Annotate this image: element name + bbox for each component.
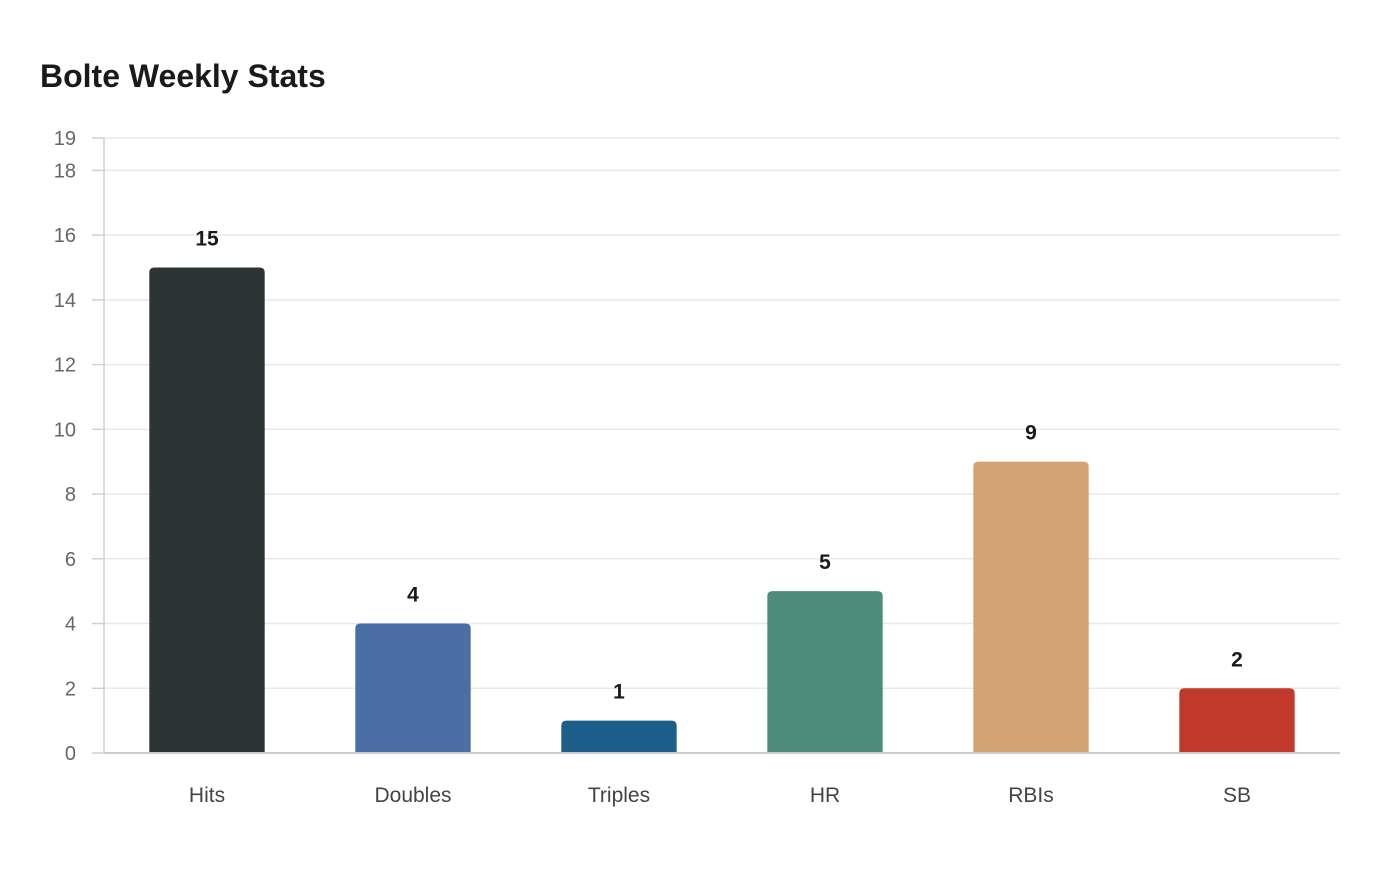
x-tick-label: Hits [189,784,225,807]
chart-title: Bolte Weekly Stats [40,58,326,94]
data-label: 1 [613,681,625,704]
y-tick-label: 16 [54,225,76,247]
x-tick-label: RBIs [1008,784,1054,807]
y-tick-label: 2 [65,678,76,700]
y-tick-label: 12 [54,355,76,377]
data-label: 4 [407,584,419,607]
data-label: 2 [1231,648,1243,671]
y-tick-label: 14 [54,290,76,312]
x-tick-label: Doubles [374,784,451,807]
bar-triples [561,720,677,753]
y-tick-label: 8 [65,484,76,506]
y-axis: 0 2 4 6 8 10 12 14 16 18 19 [54,128,105,765]
data-label: 9 [1025,422,1037,445]
y-tick-label: 0 [65,743,76,765]
gridlines [104,137,1340,690]
x-tick-label: Triples [588,784,650,807]
y-tick-label: 10 [54,419,76,441]
data-label: 15 [195,227,219,250]
data-label: 5 [819,551,831,574]
bar-sb [1179,688,1295,753]
bar-hr [767,591,883,753]
y-tick-label: 19 [54,128,76,150]
y-tick-label: 18 [54,160,76,182]
y-tick-label: 4 [65,614,76,636]
bar-doubles [355,623,471,753]
bar-rbis [973,461,1089,753]
y-tick-label: 6 [65,549,76,571]
bars [149,267,1295,753]
bar-hits [149,267,265,753]
x-axis: Hits Doubles Triples HR RBIs SB [104,752,1340,807]
x-tick-label: HR [810,784,840,807]
x-tick-label: SB [1223,784,1251,807]
